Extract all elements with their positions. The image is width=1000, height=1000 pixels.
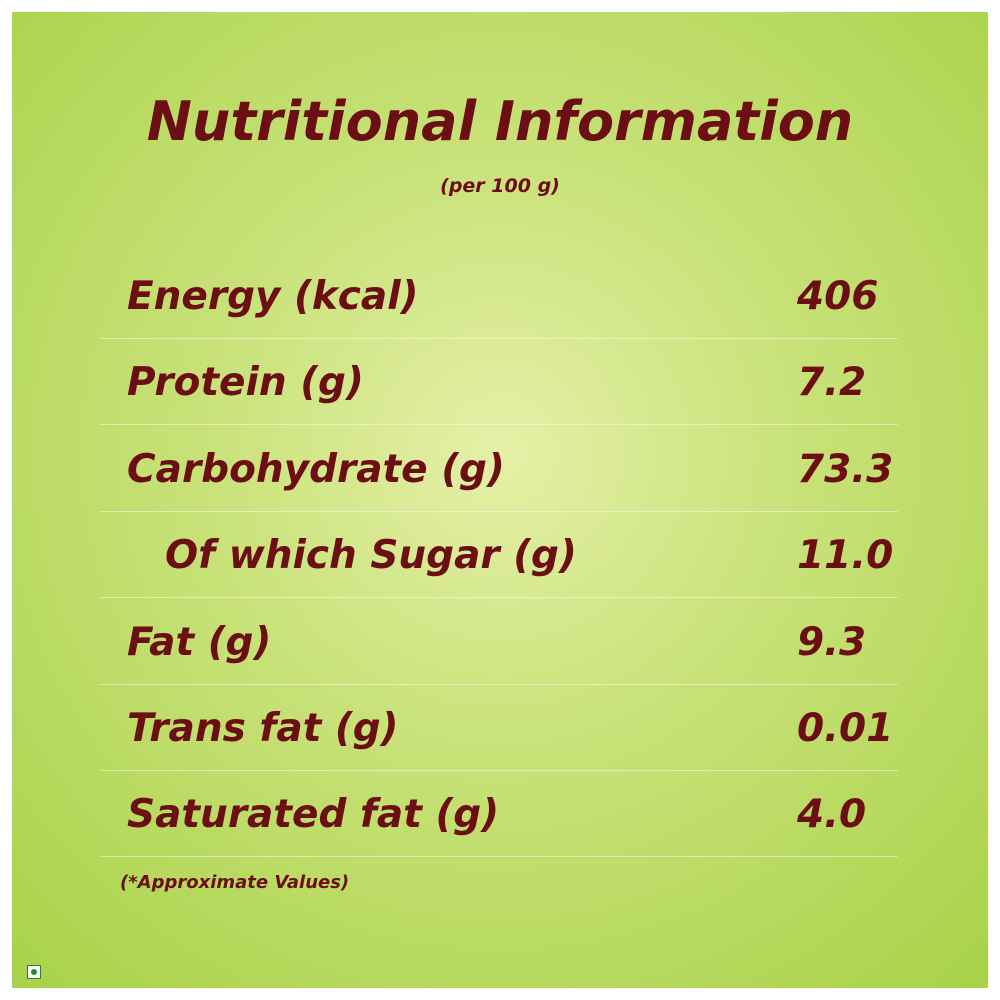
row-divider — [100, 770, 898, 771]
row-value: 9.3 — [797, 619, 867, 665]
row-label: Energy (kcal) — [127, 274, 419, 319]
row-divider — [100, 338, 898, 339]
row-label: Of which Sugar (g) — [165, 533, 577, 579]
row-divider — [100, 424, 898, 426]
row-value: 406 — [797, 274, 879, 319]
row-label: Carbohydrate (g) — [127, 446, 505, 492]
row-divider — [100, 683, 898, 685]
row-label: Saturated fat (g) — [127, 792, 500, 838]
panel: Nutritional Information (per 100 g) Ener… — [12, 12, 988, 988]
row-value: 73.3 — [797, 446, 894, 492]
row-value: 11.0 — [797, 533, 894, 579]
row-label: Trans fat (g) — [127, 706, 399, 751]
row-divider — [100, 510, 898, 512]
veg-icon — [27, 965, 41, 979]
title: Nutritional Information — [146, 90, 854, 153]
footnote: (*Approximate Values) — [120, 872, 350, 893]
row-value: 0.01 — [797, 706, 894, 751]
row-label: Protein (g) — [127, 360, 364, 406]
row-label: Fat (g) — [127, 619, 272, 665]
row-divider — [100, 597, 898, 599]
row-value: 7.2 — [797, 360, 867, 406]
row-value: 4.0 — [797, 792, 867, 838]
row-divider — [100, 856, 898, 858]
subtitle: (per 100 g) — [440, 175, 560, 197]
